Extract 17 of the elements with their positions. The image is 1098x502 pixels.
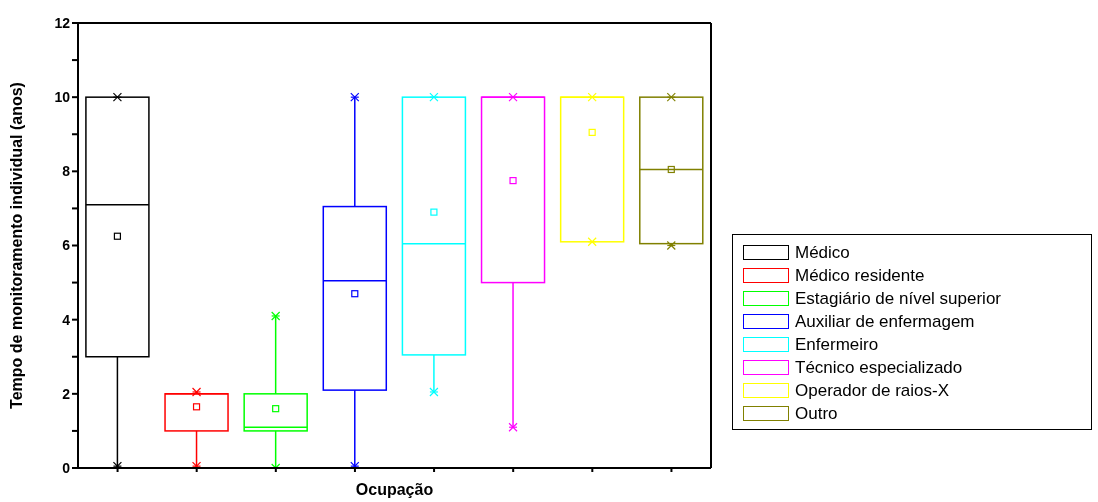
legend-label: Operador de raios-X <box>795 380 950 401</box>
legend-label: Médico residente <box>795 265 925 286</box>
y-tick-label: 0 <box>62 459 71 476</box>
legend-label: Outro <box>795 403 838 424</box>
legend-label: Médico <box>795 242 850 263</box>
x-axis-title: Ocupação <box>355 481 434 499</box>
y-tick-label: 2 <box>62 385 71 402</box>
legend-label: Técnico especializado <box>795 357 963 378</box>
y-tick-label: 6 <box>62 237 71 254</box>
y-tick-label: 8 <box>62 163 71 180</box>
y-tick-label: 10 <box>54 89 71 106</box>
y-axis-title: Tempo de monitoramento individual (anos) <box>7 82 25 409</box>
legend-label: Enfermeiro <box>795 334 879 355</box>
legend-label: Auxiliar de enfermagem <box>795 311 975 332</box>
y-tick-label: 12 <box>54 14 71 31</box>
legend-label: Estagiário de nível superior <box>795 288 1002 309</box>
y-tick-label: 4 <box>62 311 71 328</box>
